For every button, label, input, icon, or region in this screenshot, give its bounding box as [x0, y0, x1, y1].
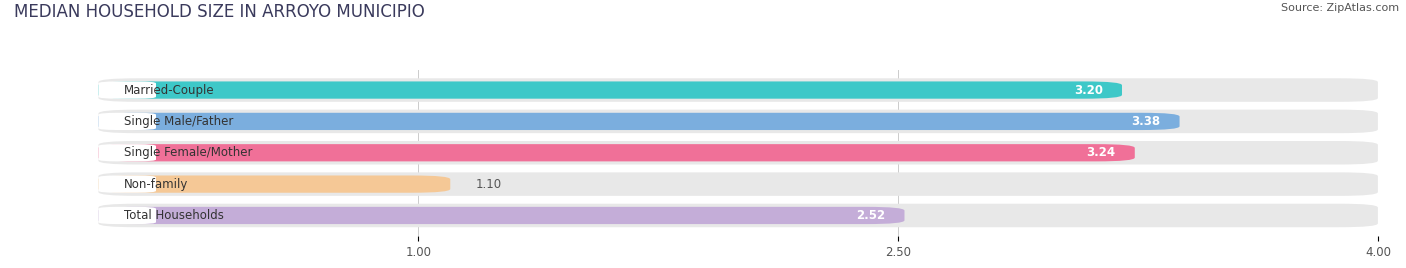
FancyBboxPatch shape — [98, 144, 1135, 161]
FancyBboxPatch shape — [98, 176, 156, 193]
FancyBboxPatch shape — [98, 113, 156, 130]
Text: Non-family: Non-family — [124, 178, 188, 191]
FancyBboxPatch shape — [98, 207, 156, 224]
Text: Single Male/Father: Single Male/Father — [124, 115, 233, 128]
Text: Source: ZipAtlas.com: Source: ZipAtlas.com — [1281, 3, 1399, 13]
Text: MEDIAN HOUSEHOLD SIZE IN ARROYO MUNICIPIO: MEDIAN HOUSEHOLD SIZE IN ARROYO MUNICIPI… — [14, 3, 425, 21]
FancyBboxPatch shape — [98, 78, 1378, 102]
FancyBboxPatch shape — [98, 81, 1122, 99]
FancyBboxPatch shape — [98, 176, 450, 193]
Text: Single Female/Mother: Single Female/Mother — [124, 146, 253, 159]
FancyBboxPatch shape — [98, 207, 904, 224]
FancyBboxPatch shape — [98, 144, 156, 161]
FancyBboxPatch shape — [98, 172, 1378, 196]
FancyBboxPatch shape — [98, 113, 1180, 130]
Text: 3.24: 3.24 — [1087, 146, 1115, 159]
Text: Married-Couple: Married-Couple — [124, 84, 215, 96]
FancyBboxPatch shape — [98, 141, 1378, 165]
Text: 1.10: 1.10 — [475, 178, 502, 191]
FancyBboxPatch shape — [98, 204, 1378, 227]
FancyBboxPatch shape — [98, 81, 156, 99]
Text: 3.20: 3.20 — [1074, 84, 1102, 96]
FancyBboxPatch shape — [98, 110, 1378, 133]
Text: 3.38: 3.38 — [1132, 115, 1160, 128]
Text: Total Households: Total Households — [124, 209, 224, 222]
Text: 2.52: 2.52 — [856, 209, 886, 222]
